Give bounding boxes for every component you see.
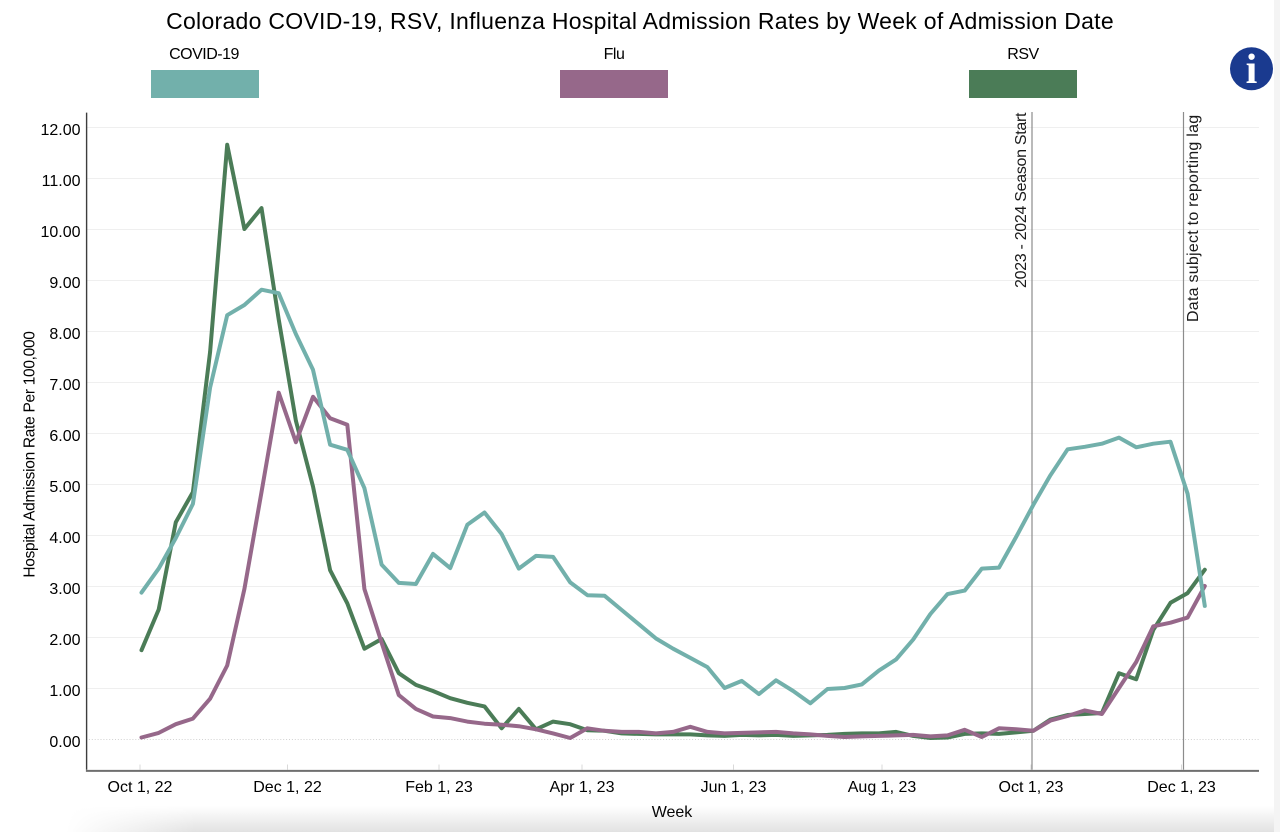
svg-text:0.00: 0.00 xyxy=(49,734,80,751)
svg-text:4.00: 4.00 xyxy=(49,530,80,547)
svg-text:9.00: 9.00 xyxy=(49,275,80,292)
svg-text:Aug 1, 23: Aug 1, 23 xyxy=(848,779,917,796)
svg-text:1.00: 1.00 xyxy=(49,683,80,700)
svg-text:Oct 1, 22: Oct 1, 22 xyxy=(108,779,173,796)
svg-text:7.00: 7.00 xyxy=(49,377,80,394)
svg-text:2.00: 2.00 xyxy=(49,632,80,649)
svg-text:12.00: 12.00 xyxy=(40,122,80,139)
svg-text:6.00: 6.00 xyxy=(49,428,80,445)
svg-text:i: i xyxy=(1246,47,1258,93)
svg-text:Dec 1, 23: Dec 1, 23 xyxy=(1147,779,1216,796)
svg-text:3.00: 3.00 xyxy=(49,581,80,598)
svg-text:11.00: 11.00 xyxy=(42,173,81,190)
svg-text:Apr 1, 23: Apr 1, 23 xyxy=(550,779,615,796)
svg-text:Feb 1, 23: Feb 1, 23 xyxy=(405,779,473,796)
svg-text:Dec 1, 22: Dec 1, 22 xyxy=(253,779,322,796)
svg-text:8.00: 8.00 xyxy=(49,326,80,343)
svg-text:10.00: 10.00 xyxy=(40,224,80,241)
svg-text:Oct 1, 23: Oct 1, 23 xyxy=(999,779,1064,796)
svg-text:Jun 1, 23: Jun 1, 23 xyxy=(701,779,767,796)
svg-text:5.00: 5.00 xyxy=(49,479,80,496)
